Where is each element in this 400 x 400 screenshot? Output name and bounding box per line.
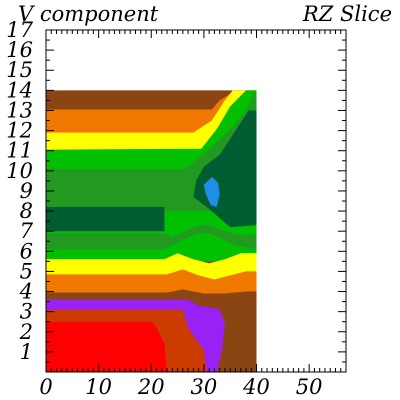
y-tick-label: 1 (20, 340, 33, 364)
y-tick-label: 2 (19, 320, 33, 344)
y-tick-label: 16 (6, 38, 33, 62)
y-tick-label: 15 (6, 58, 33, 82)
contour-region-light-green (46, 233, 257, 262)
y-tick-label: 5 (20, 259, 33, 283)
y-tick-label: 13 (6, 98, 33, 122)
x-tick-label: 0 (39, 375, 52, 399)
contour-region-dark-green (46, 207, 165, 232)
x-tick-label: 10 (85, 375, 112, 399)
x-tick-label: 40 (242, 375, 270, 399)
y-tick-label: 11 (6, 139, 33, 163)
x-tick-label: 30 (191, 375, 218, 399)
y-tick-label: 3 (20, 300, 33, 324)
x-axis-ticks: 0 10 20 30 40 50 (39, 30, 347, 399)
y-tick-label: 9 (20, 179, 33, 203)
y-tick-label: 7 (20, 219, 34, 243)
chart-subtitle: RZ Slice (302, 2, 392, 26)
contour-region-mid-green (46, 225, 257, 250)
contour-regions (46, 90, 257, 373)
y-tick-label: 8 (20, 199, 33, 223)
y-tick-label: 17 (6, 18, 33, 42)
y-tick-label: 6 (20, 239, 33, 263)
contour-region-red (46, 321, 168, 372)
x-tick-label: 50 (296, 375, 323, 399)
y-tick-label: 4 (19, 280, 33, 304)
contour-region-brown (222, 305, 257, 372)
chart-title: V component (18, 2, 159, 26)
contour-region-orange (46, 269, 257, 300)
x-tick-label: 20 (137, 375, 165, 399)
y-tick-label: 14 (6, 78, 33, 102)
y-tick-label: 10 (6, 159, 33, 183)
y-tick-label: 12 (6, 119, 33, 143)
contour-region-blue (203, 176, 220, 207)
